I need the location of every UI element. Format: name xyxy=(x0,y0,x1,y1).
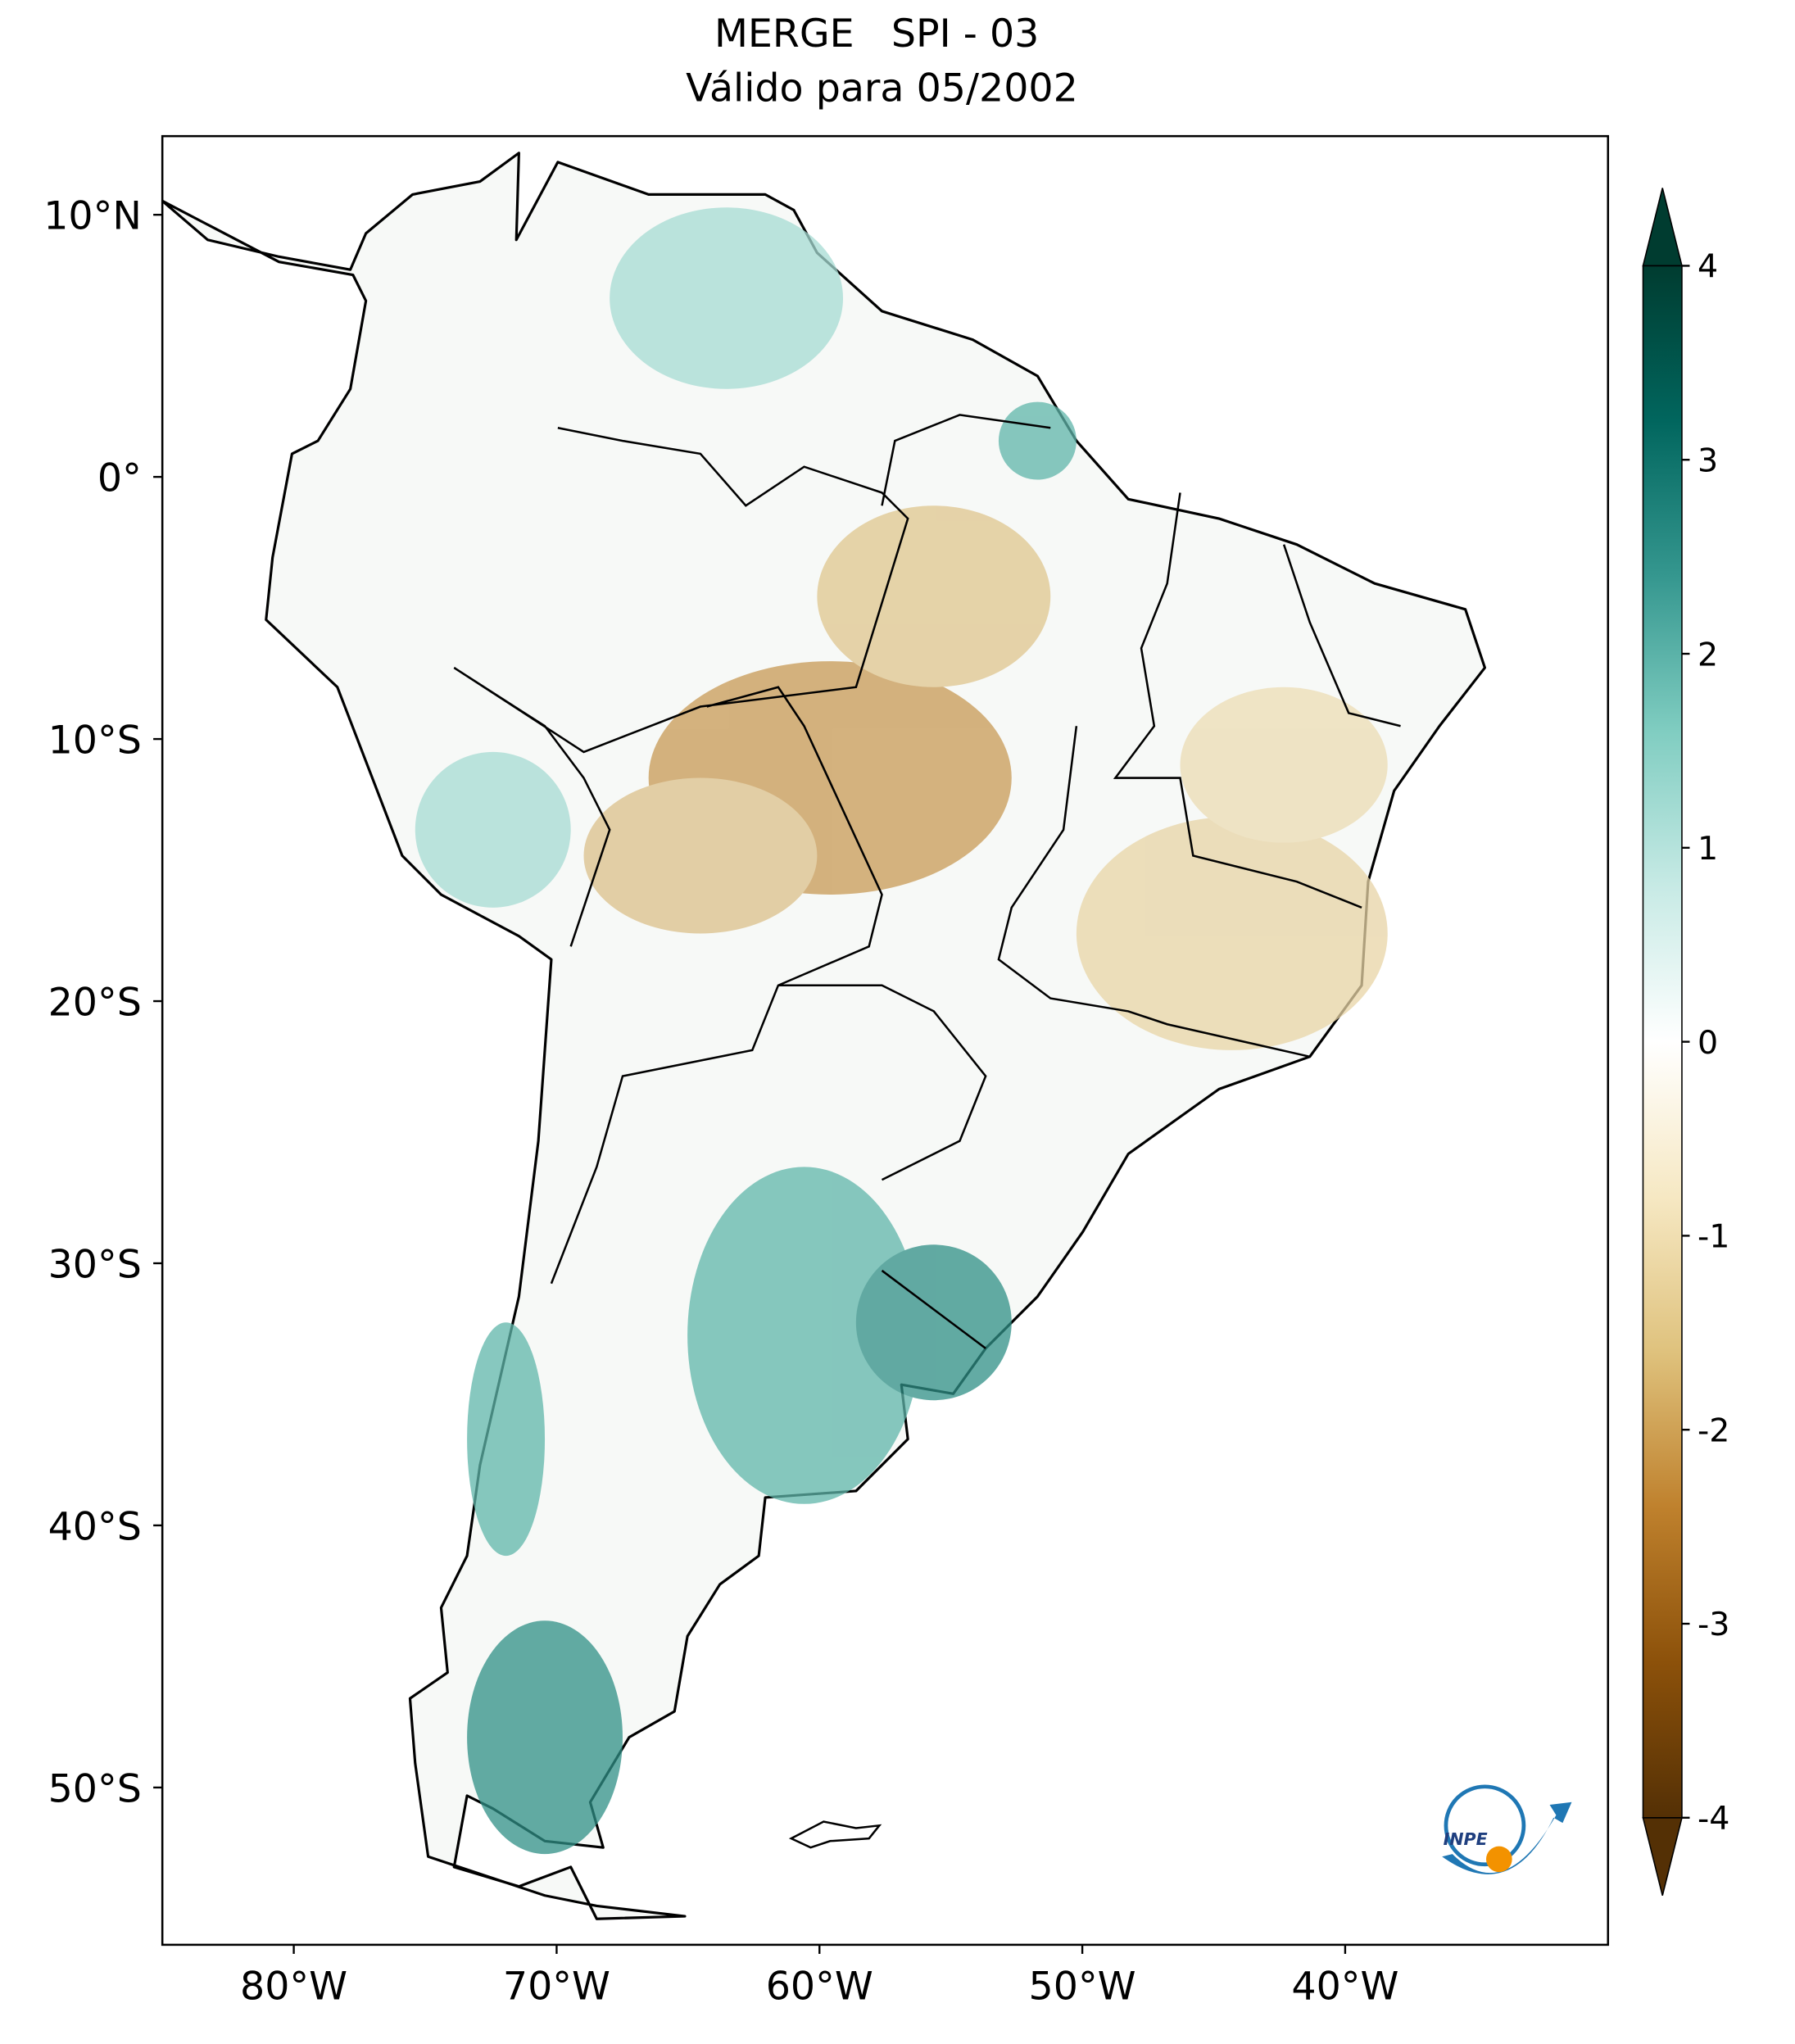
y-tick-label: 30°S xyxy=(48,1242,142,1287)
x-tick-label: 70°W xyxy=(503,1964,610,2009)
x-tick-label: 40°W xyxy=(1291,1964,1398,2009)
colorbar-tick-label: -2 xyxy=(1698,1412,1729,1449)
y-tick-label: 20°S xyxy=(48,980,142,1025)
dry-area xyxy=(583,777,818,934)
colorbar-tick-label: -4 xyxy=(1698,1800,1729,1838)
y-tick-label: 10°S xyxy=(48,718,142,763)
colorbar-tick-label: -3 xyxy=(1698,1606,1729,1643)
colorbar-tick-label: 4 xyxy=(1698,248,1718,286)
wet-area xyxy=(687,1167,921,1504)
logo-swoosh xyxy=(1442,1802,1572,1874)
colorbar-extend-low xyxy=(1642,1817,1683,1896)
colorbar-extend-high xyxy=(1642,188,1683,267)
dry-area xyxy=(1180,687,1388,843)
dry-area xyxy=(817,505,1051,687)
colorbar-tick-label: 1 xyxy=(1698,830,1718,868)
wet-area xyxy=(998,401,1077,480)
wet-area xyxy=(467,1322,546,1557)
logo-dot xyxy=(1485,1846,1512,1873)
dry-area xyxy=(1076,817,1388,1050)
colorbar-tick-label: 3 xyxy=(1698,442,1718,479)
y-tick-label: 10°N xyxy=(43,194,142,239)
logo-ring xyxy=(1444,1784,1526,1867)
x-tick-label: 50°W xyxy=(1029,1964,1136,2009)
y-tick-label: 40°S xyxy=(48,1504,142,1549)
x-tick-label: 80°W xyxy=(240,1964,347,2009)
map-area xyxy=(162,152,1486,1920)
wet-area xyxy=(610,207,844,389)
colorbar xyxy=(1642,265,1683,1819)
y-tick-label: 0° xyxy=(97,456,142,501)
chart-title: MERGE SPI - 03 xyxy=(714,11,1039,57)
logo: INPE xyxy=(1442,1784,1572,1874)
x-tick-label: 60°W xyxy=(766,1964,873,2009)
y-tick-label: 50°S xyxy=(48,1766,142,1811)
colorbar-tick-label: 0 xyxy=(1698,1024,1718,1062)
wet-area xyxy=(467,1620,623,1855)
logo-text: INPE xyxy=(1444,1829,1488,1849)
country-borders xyxy=(453,414,1401,1349)
wet-area xyxy=(415,751,571,908)
field-shading xyxy=(415,207,1388,1855)
chart-subtitle: Válido para 05/2002 xyxy=(686,66,1078,111)
islands xyxy=(788,1820,882,1849)
colorbar-tick-label: 2 xyxy=(1698,636,1718,673)
map-frame xyxy=(161,134,1610,1947)
colorbar-tick-label: -1 xyxy=(1698,1218,1729,1256)
wet-area xyxy=(855,1244,1012,1401)
